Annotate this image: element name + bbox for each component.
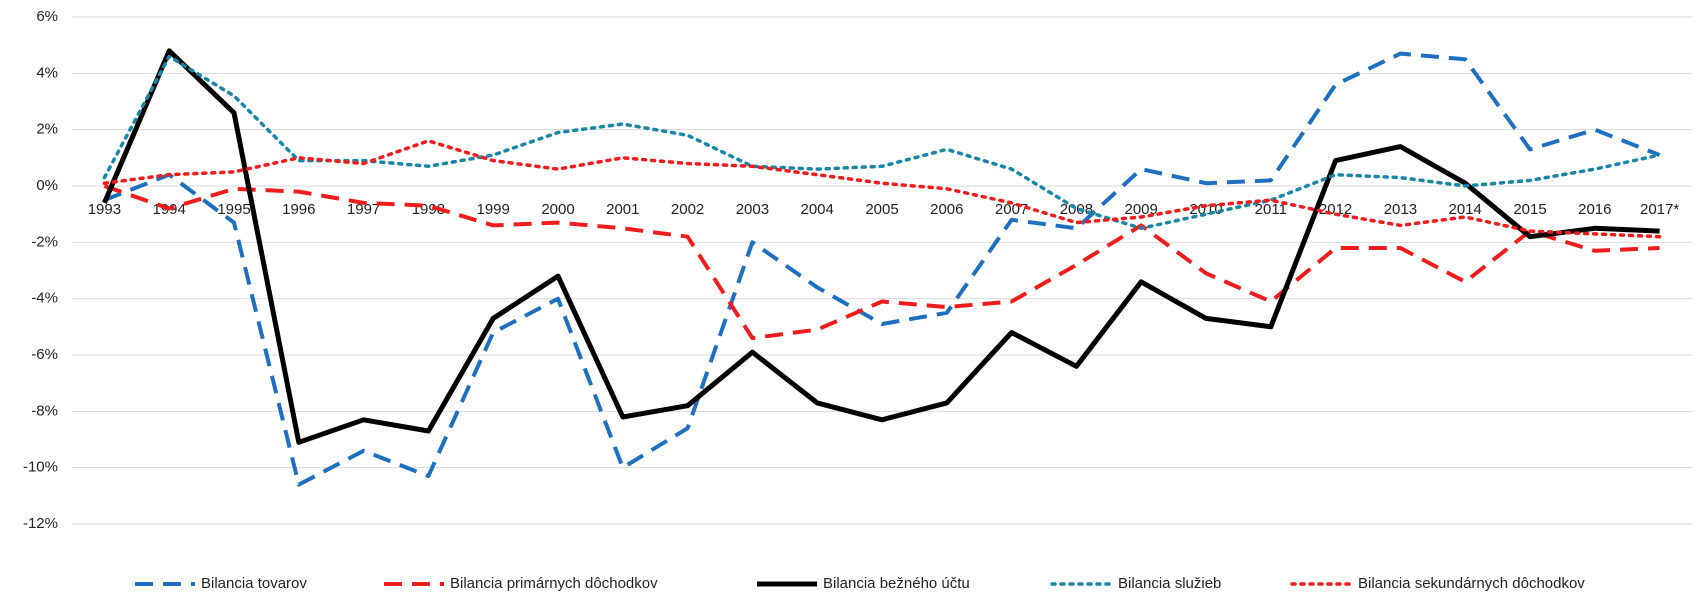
x-tick-label: 1999 [477, 201, 510, 218]
y-tick-label: -8% [31, 402, 58, 419]
legend-label: Bilancia sekundárnych dôchodkov [1358, 575, 1585, 592]
x-tick-label: 1997 [347, 201, 380, 218]
legend-label: Bilancia primárnych dôchodkov [450, 575, 658, 592]
x-tick-label: 1996 [282, 201, 315, 218]
x-tick-label: 2016 [1578, 201, 1611, 218]
y-tick-label: -10% [23, 459, 58, 476]
series-line [102, 54, 1662, 231]
y-tick-label: -6% [31, 346, 58, 363]
x-tick-label: 1993 [88, 201, 121, 218]
y-tick-label: 0% [36, 177, 58, 194]
series-line [102, 48, 1660, 445]
x-tick-label: 1995 [217, 201, 250, 218]
x-tick-label: 2013 [1384, 201, 1417, 218]
legend-label: Bilancia tovarov [201, 575, 307, 592]
series-line [103, 184, 1660, 341]
x-tick-label: 2015 [1513, 201, 1546, 218]
x-tick-label: 2014 [1449, 201, 1482, 218]
x-tick-label: 2017* [1640, 201, 1679, 218]
y-tick-label: 4% [36, 64, 58, 81]
legend-label: Bilancia služieb [1118, 575, 1221, 592]
x-tick-label: 2006 [930, 201, 963, 218]
x-tick-label: 2009 [1125, 201, 1158, 218]
y-tick-label: -2% [31, 233, 58, 250]
x-tick-label: 2011 [1255, 201, 1287, 218]
y-tick-label: -12% [23, 515, 58, 532]
y-tick-label: 6% [36, 8, 58, 25]
x-tick-label: 2004 [801, 201, 834, 218]
x-tick-label: 2000 [541, 201, 574, 218]
x-tick-label: 2005 [865, 201, 898, 218]
y-tick-label: 2% [36, 121, 58, 138]
y-tick-label: -4% [31, 290, 58, 307]
x-tick-label: 2001 [606, 201, 639, 218]
x-tick-label: 2003 [736, 201, 769, 218]
x-tick-label: 2008 [1060, 201, 1093, 218]
x-tick-label: 2002 [671, 201, 704, 218]
series-line [102, 139, 1662, 239]
series-line [103, 51, 1661, 487]
legend-label: Bilancia bežného účtu [823, 575, 970, 592]
